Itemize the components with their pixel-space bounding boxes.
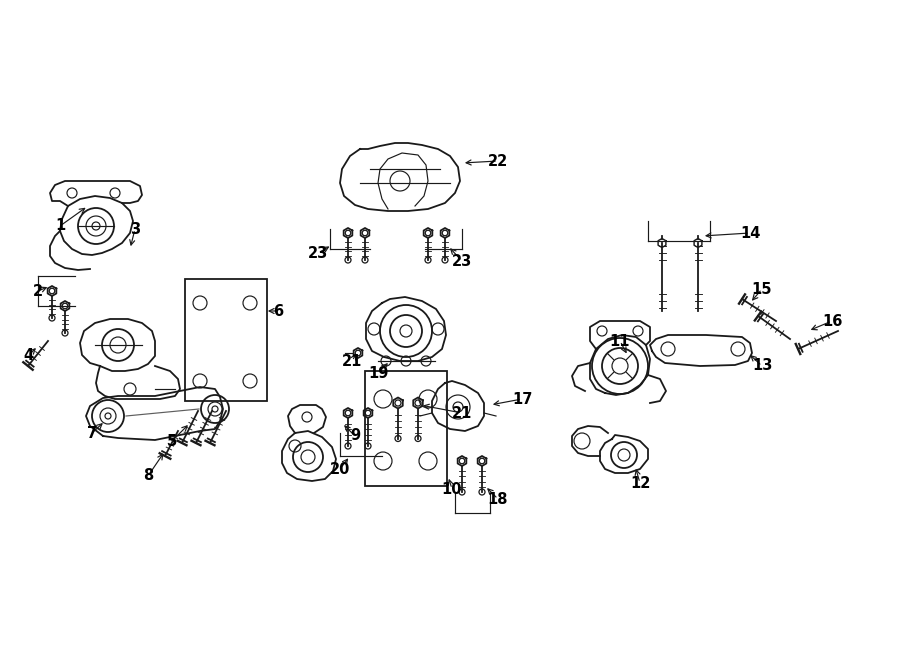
Text: 4: 4: [22, 348, 33, 364]
Text: 17: 17: [512, 391, 532, 407]
Text: 9: 9: [350, 428, 360, 444]
Text: 21: 21: [342, 354, 362, 368]
Text: 5: 5: [166, 434, 177, 449]
Text: 22: 22: [488, 153, 508, 169]
Text: 3: 3: [130, 221, 140, 237]
Text: 16: 16: [822, 313, 842, 329]
Text: 8: 8: [143, 469, 153, 483]
Text: 20: 20: [329, 461, 350, 477]
Text: 23: 23: [452, 254, 472, 268]
Text: 11: 11: [610, 334, 630, 348]
Text: 19: 19: [368, 366, 388, 381]
Text: 15: 15: [752, 282, 772, 297]
Text: 14: 14: [740, 225, 760, 241]
Bar: [185, 279, 267, 401]
Text: 10: 10: [442, 481, 463, 496]
Text: 12: 12: [630, 475, 650, 490]
Text: 21: 21: [452, 405, 472, 420]
Text: 13: 13: [752, 358, 772, 373]
Text: 7: 7: [87, 426, 97, 440]
Text: 2: 2: [33, 284, 43, 299]
Text: 23: 23: [308, 245, 328, 260]
Bar: [365, 371, 447, 486]
Text: 18: 18: [488, 492, 508, 506]
Text: 1: 1: [55, 219, 65, 233]
Text: 6: 6: [273, 303, 284, 319]
